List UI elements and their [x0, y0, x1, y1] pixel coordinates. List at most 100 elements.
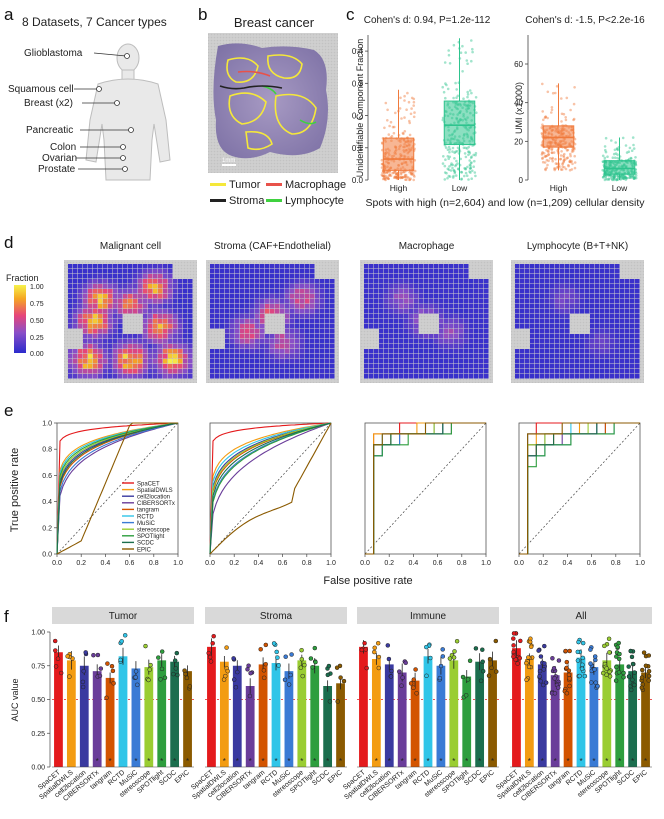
- spot: [570, 354, 575, 359]
- spot: [98, 329, 103, 334]
- spot: [434, 299, 439, 304]
- spot: [449, 264, 454, 269]
- spot: [235, 359, 240, 364]
- spot: [103, 314, 108, 319]
- spot: [73, 309, 78, 314]
- spot: [265, 299, 270, 304]
- spot: [290, 369, 295, 374]
- spot: [325, 339, 330, 344]
- spot: [439, 304, 444, 309]
- data-point: [469, 171, 472, 174]
- spot: [275, 344, 280, 349]
- spot: [183, 364, 188, 369]
- spot: [535, 329, 540, 334]
- diagonal-reference: [364, 422, 487, 555]
- spot: [305, 319, 310, 324]
- spot: [520, 359, 525, 364]
- spot: [240, 374, 245, 379]
- spot: [590, 274, 595, 279]
- data-point: [409, 177, 412, 180]
- spot: [178, 334, 183, 339]
- spot: [464, 324, 469, 329]
- spot: [560, 329, 565, 334]
- spot: [459, 279, 464, 284]
- data-point: [616, 174, 619, 178]
- spot: [245, 324, 250, 329]
- spot: [210, 309, 215, 314]
- spot: [459, 354, 464, 359]
- spot: [270, 354, 275, 359]
- spot: [280, 304, 285, 309]
- spot: [103, 294, 108, 299]
- data-point: [563, 166, 566, 169]
- spot: [439, 359, 444, 364]
- bar: [232, 665, 242, 767]
- spot: [133, 279, 138, 284]
- spot: [474, 284, 479, 289]
- spot: [409, 344, 414, 349]
- spot: [163, 314, 168, 319]
- spot: [173, 309, 178, 314]
- spot: [230, 354, 235, 359]
- spot: [230, 264, 235, 269]
- spot: [540, 329, 545, 334]
- spot: [429, 269, 434, 274]
- sample-point: [511, 643, 516, 648]
- data-point: [614, 152, 618, 155]
- spot: [424, 299, 429, 304]
- spot: [138, 269, 143, 274]
- spot: [384, 269, 389, 274]
- spot: [379, 299, 384, 304]
- spot: [143, 284, 148, 289]
- significance-star: *: [644, 757, 647, 766]
- spot: [419, 269, 424, 274]
- colorbar: [14, 285, 26, 353]
- spot: [474, 309, 479, 314]
- data-point: [398, 107, 402, 110]
- spot: [83, 269, 88, 274]
- spot: [444, 339, 449, 344]
- x-tick-label: High: [390, 183, 408, 193]
- human-body-icon: [85, 43, 171, 181]
- spot: [454, 324, 459, 329]
- x-tick-label: 0.6: [587, 560, 597, 567]
- spot: [88, 364, 93, 369]
- spot: [555, 344, 560, 349]
- spot: [325, 364, 330, 369]
- data-point: [550, 151, 554, 155]
- spot: [153, 329, 158, 334]
- spot: [384, 279, 389, 284]
- spot: [153, 304, 158, 309]
- spot: [515, 299, 520, 304]
- spot: [320, 299, 325, 304]
- spot: [138, 374, 143, 379]
- spot: [98, 274, 103, 279]
- spot: [295, 369, 300, 374]
- spot: [148, 279, 153, 284]
- data-point: [601, 168, 604, 172]
- sample-point: [325, 672, 331, 678]
- spot: [320, 289, 325, 294]
- spot: [580, 374, 585, 379]
- spot: [419, 309, 424, 314]
- sample-point: [556, 658, 562, 663]
- data-point: [451, 146, 455, 150]
- spot: [240, 329, 245, 334]
- spot: [270, 369, 275, 374]
- spot: [158, 349, 163, 354]
- significance-star: *: [414, 757, 417, 766]
- spot: [545, 264, 550, 269]
- spot: [250, 339, 255, 344]
- spot: [163, 274, 168, 279]
- spot: [285, 329, 290, 334]
- data-point: [630, 175, 634, 179]
- spot: [520, 264, 525, 269]
- spot: [374, 294, 379, 299]
- data-point: [413, 169, 417, 173]
- spot: [424, 354, 429, 359]
- spot: [128, 274, 133, 279]
- spot: [118, 369, 123, 374]
- spot: [148, 364, 153, 369]
- spot: [484, 339, 489, 344]
- legend-label: Stroma: [229, 195, 265, 207]
